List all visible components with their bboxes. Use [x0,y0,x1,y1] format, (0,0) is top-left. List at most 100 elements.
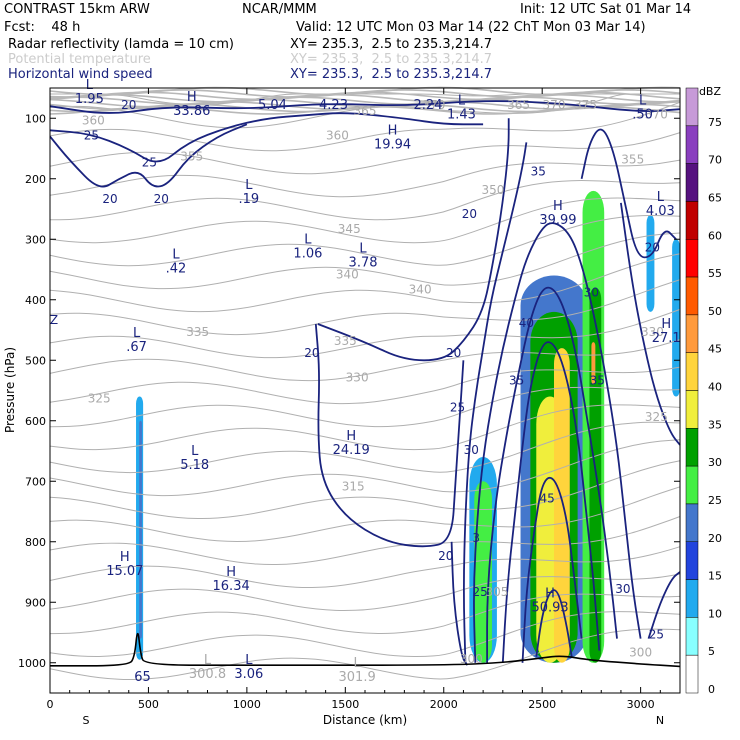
high-marker: H [553,199,563,214]
terrain-line [50,632,681,668]
theta-contour-label: 365 [354,104,377,118]
y-tick-label: 300 [25,233,46,246]
wind-contour-25-core [463,142,528,663]
colorbar-label: 5 [708,645,715,658]
theta-contour-18 [49,214,681,267]
theta-contour-label: 375 [574,98,597,112]
colorbar-swatch [685,465,699,505]
theta-contour-label: 340 [409,283,432,297]
theta-contour-label: 325 [88,392,111,406]
y-tick-label: 200 [25,173,46,186]
colorbar-label: 10 [708,607,722,620]
colorbar-label: 50 [708,305,722,318]
extremum-value: 1.43 [447,107,476,122]
theta-contour-label: 370 [422,98,445,112]
x-tick-label: 1000 [233,698,261,711]
theta-contour-label: 325 [645,410,668,424]
x-tick-label: 2000 [430,698,458,711]
xy-label-wind: XY= 235.3, 2.5 to 235.3,214.7 [290,67,493,82]
colorbar-label: 55 [708,267,722,280]
colorbar-swatch [685,579,699,618]
wind-contour-east-25 [620,202,681,446]
extremum-value: .19 [239,192,260,207]
high-marker: H [120,550,130,565]
y-tick-label: 500 [25,354,46,367]
extremum-value: 4.23 [319,98,348,113]
theta-contour-1 [49,611,681,658]
theta-contour-9 [49,421,681,474]
theta-contour-label: 345 [338,222,361,236]
colorbar-swatch [685,390,699,429]
theta-contour-label: 355 [180,150,203,164]
wind-contour-35-core [486,286,618,663]
reflectivity-cell-7 [554,348,570,663]
south-end-label: S [83,714,90,727]
north-end-label: N [656,714,664,727]
theta-contour-upper-3 [49,93,681,103]
theta-contour-label: 365 [507,98,530,112]
forecast-hour: Fcst: 48 h [4,20,81,35]
terrain-layer [50,632,681,668]
wind-contour-east-30 [580,128,677,259]
extremum-value: 300.8 [189,667,226,682]
valid-time: Valid: 12 UTC Mon 03 Mar 14 (22 ChT Mon … [296,20,646,35]
high-marker: H [545,586,555,601]
low-marker: L [133,326,141,341]
theta-contour-14 [49,308,681,359]
low-marker: L [458,93,466,108]
theta-contour-label: 305 [485,585,508,599]
colorbar-swatch [685,276,699,316]
theta-contour-label: 315 [342,479,365,493]
theta-contour-label: 300 [629,646,652,660]
low-marker: L [657,190,665,205]
theta-contour-22 [49,132,681,175]
extremum-value: 33.86 [173,104,210,119]
theta-contour-7 [49,460,681,520]
extremum-value: 1.95 [75,92,104,107]
low-marker: L [172,248,180,263]
wind-contour-label: 20 [462,207,477,221]
theta-contour-label: 330 [346,370,369,384]
y-tick-label: 1000 [18,657,46,670]
wind-contour-label: 40 [519,316,534,330]
low-marker: L [86,78,94,93]
reflectivity-cell-12 [672,239,680,397]
low-marker: L [359,241,367,256]
wind-contour-label: 35 [531,165,546,179]
extremum-value: 27.1 [652,331,681,346]
wind-contour-label: Z [50,313,58,327]
model-title: CONTRAST 15km ARW [4,2,150,17]
xy-label-reflectivity: XY= 235.3, 2.5 to 235.3,214.7 [290,37,493,52]
extremum-value: 24.19 [333,443,370,458]
wind-contour-45-core [521,476,583,663]
y-tick-label: 800 [25,536,46,549]
wind-contour-label: 30 [615,582,630,596]
y-tick-label: 100 [25,112,46,125]
extremum-value: 65 [134,670,151,685]
wind-contour-label: 3 [472,531,480,545]
colorbar-swatch [685,239,699,278]
extremum-value: 1.06 [293,246,322,261]
wind-contour-label: 20 [102,192,117,206]
extremum-value: 15.07 [106,564,143,579]
theta-contour-label: 360 [82,113,105,127]
wind-contour-25 [49,112,484,163]
wind-contour-label: 35 [509,373,524,387]
x-tick-label: 1500 [331,698,359,711]
colorbar-swatch [685,503,699,542]
reflectivity-layer [136,190,680,663]
x-tick-label: 2500 [528,698,556,711]
wind-contour-label: 20 [645,240,660,254]
extremum-value: .50 [632,107,653,122]
wind-contour-label: 20 [304,346,319,360]
low-marker: L [204,653,212,668]
theta-contour-23 [49,101,681,152]
reflectivity-cell-10 [591,342,596,385]
wind-contour-east-20 [647,571,681,639]
wind-contour-20-upper [49,123,248,188]
wind-contour-20-body [314,323,465,548]
high-marker: H [187,90,197,105]
theta-contour-label: 330 [641,325,664,339]
wind-contour-30-core [473,222,642,663]
